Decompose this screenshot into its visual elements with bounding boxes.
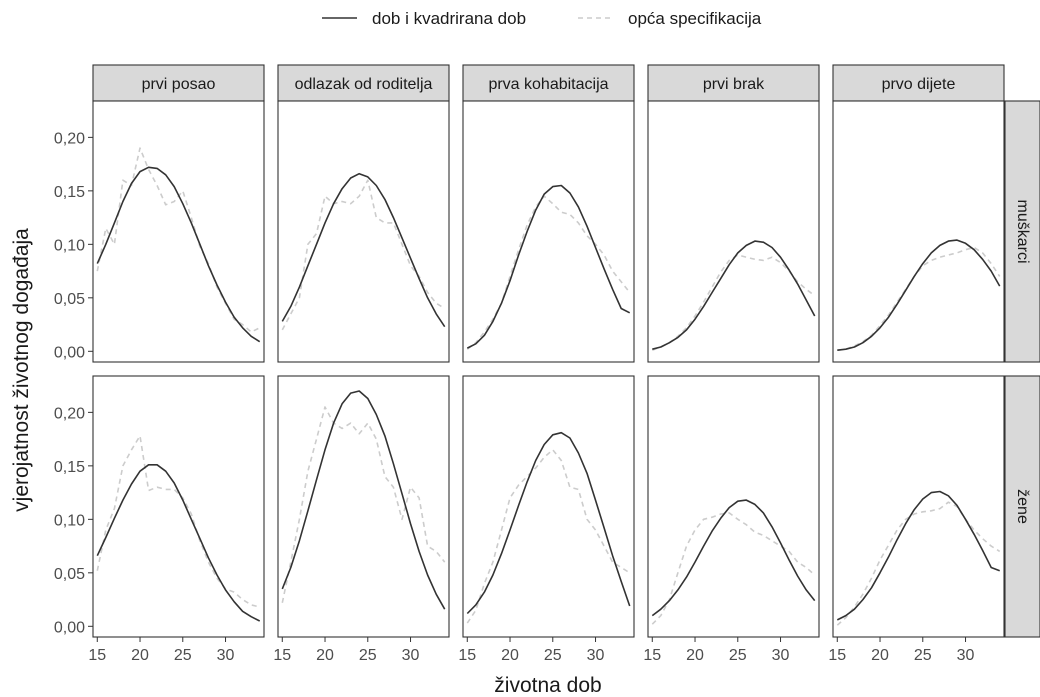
- series-line-dob-i-kvadrirana-dob: [281, 390, 446, 610]
- panel-muskarci-prvi-brak-border: [647, 100, 820, 363]
- panel-zene-prvi-brak-border: [647, 375, 820, 638]
- x-tick-label: 25: [914, 647, 932, 664]
- series-line-opca-specifikacija: [836, 501, 1001, 626]
- facet-strip-label-odlazak-od-roditelja: odlazak od roditelja: [295, 76, 433, 93]
- panel-muskarci-odlazak-od-roditelja-border: [277, 100, 450, 363]
- x-tick-label: 15: [273, 647, 291, 664]
- facet-grid: prvi posao odlazak od roditelja prva kohab…: [54, 64, 1040, 664]
- panel-muskarci-prva-kohabitacija-border: [462, 100, 635, 363]
- panel-zene-prvi-posao-border: [92, 375, 265, 638]
- series-line-dob-i-kvadrirana-dob: [837, 239, 1001, 351]
- y-tick-label: 0,10: [54, 512, 85, 529]
- x-tick-label: 20: [501, 647, 519, 664]
- y-tick-label: 0,00: [54, 344, 85, 361]
- panel-zene-prvo-dijete-background: [833, 376, 1004, 637]
- series-line-opca-specifikacija: [96, 435, 260, 608]
- panel-zene-prva-kohabitacija-background: [463, 376, 634, 637]
- x-tick-label: 25: [174, 647, 192, 664]
- panel-muskarci-prvi-posao: [92, 100, 265, 363]
- x-tick-label: 20: [686, 647, 704, 664]
- x-tick-label: 30: [217, 647, 235, 664]
- facet-strip-label-prvi-brak: prvi brak: [703, 76, 765, 93]
- x-tick-label: 25: [544, 647, 562, 664]
- y-tick-label: 0,05: [54, 291, 85, 308]
- x-tick-label: 15: [828, 647, 846, 664]
- facet-strip-label-muskarci: muškarci: [1014, 199, 1031, 263]
- x-axis-label: životna dob: [494, 674, 601, 697]
- series-line-opca-specifikacija: [651, 512, 816, 625]
- legend: dob i kvadrirana dob opća specifikacija: [322, 9, 762, 28]
- panel-muskarci-prva-kohabitacija-background: [463, 101, 634, 362]
- panel-muskarci-odlazak-od-roditelja: [277, 100, 450, 363]
- panel-zene-prvo-dijete: [832, 375, 1005, 638]
- x-tick-label: 15: [458, 647, 476, 664]
- facet-strip-label-zene: žene: [1014, 489, 1031, 524]
- x-tick-label: 25: [359, 647, 377, 664]
- x-tick-label: 15: [643, 647, 661, 664]
- facet-strip-zene: [1004, 375, 1040, 638]
- facet-strip-label-prvo-dijete: prvo dijete: [882, 76, 956, 93]
- series-line-dob-i-kvadrirana-dob: [836, 490, 1000, 621]
- y-tick-label: 0,20: [54, 405, 85, 422]
- x-tick-label: 20: [131, 647, 149, 664]
- x-tick-label: 15: [88, 647, 106, 664]
- panel-zene-prvi-brak-background: [648, 376, 819, 637]
- y-tick-label: 0,15: [54, 459, 85, 476]
- x-tick-label: 30: [587, 647, 605, 664]
- facet-strip-label-prva-kohabitacija: prva kohabitacija: [488, 76, 608, 93]
- y-axis-label: vjerojatnost životnog događaja: [10, 228, 33, 512]
- legend-label-dashed: opća specifikacija: [628, 9, 762, 28]
- x-tick-label: 20: [871, 647, 889, 664]
- facet-strip-prva-kohabitacija: [462, 64, 635, 102]
- x-tick-label: 30: [957, 647, 975, 664]
- panel-zene-prva-kohabitacija: [462, 375, 635, 638]
- y-tick-label: 0,05: [54, 566, 85, 583]
- x-tick-label: 30: [402, 647, 420, 664]
- series-line-opca-specifikacija: [466, 448, 631, 624]
- facet-strip-odlazak-od-roditelja: [277, 64, 450, 102]
- series-line-dob-i-kvadrirana-dob: [652, 240, 816, 350]
- panel-zene-prvi-posao: [92, 375, 265, 638]
- y-tick-label: 0,10: [54, 237, 85, 254]
- series-line-dob-i-kvadrirana-dob: [466, 431, 631, 615]
- panel-muskarci-prvo-dijete: [832, 100, 1005, 363]
- series-line-dob-i-kvadrirana-dob: [466, 184, 631, 349]
- x-tick-label: 25: [729, 647, 747, 664]
- x-tick-label: 20: [316, 647, 334, 664]
- x-tick-label: 30: [772, 647, 790, 664]
- panel-zene-prva-kohabitacija-border: [462, 375, 635, 638]
- series-line-dob-i-kvadrirana-dob: [96, 166, 261, 343]
- facet-strip-muskarci: [1004, 100, 1040, 363]
- panel-zene-prvi-brak: [647, 375, 820, 638]
- series-line-dob-i-kvadrirana-dob: [96, 463, 261, 622]
- facet-strip-label-prvi-posao: prvi posao: [142, 76, 216, 93]
- panel-zene-prvi-posao-background: [93, 376, 264, 637]
- series-line-opca-specifikacija: [281, 406, 446, 603]
- panel-zene-odlazak-od-roditelja: [277, 375, 450, 638]
- y-tick-label: 0,15: [54, 184, 85, 201]
- panel-zene-odlazak-od-roditelja-border: [277, 375, 450, 638]
- legend-label-solid: dob i kvadrirana dob: [372, 9, 526, 28]
- panel-muskarci-prvi-posao-border: [92, 100, 265, 363]
- y-tick-label: 0,20: [54, 130, 85, 147]
- panel-muskarci-prvo-dijete-background: [833, 101, 1004, 362]
- panel-muskarci-odlazak-od-roditelja-background: [278, 101, 449, 362]
- panel-zene-odlazak-od-roditelja-background: [278, 376, 449, 637]
- y-tick-label: 0,00: [54, 619, 85, 636]
- panel-muskarci-prvo-dijete-border: [832, 100, 1005, 363]
- facet-strip-prvi-brak: [647, 64, 820, 102]
- panel-zene-prvo-dijete-border: [832, 375, 1005, 638]
- panel-muskarci-prvi-brak: [647, 100, 820, 363]
- series-line-dob-i-kvadrirana-dob: [281, 172, 446, 328]
- panel-muskarci-prvi-brak-background: [648, 101, 819, 362]
- series-line-dob-i-kvadrirana-dob: [651, 499, 816, 617]
- panel-muskarci-prva-kohabitacija: [462, 100, 635, 363]
